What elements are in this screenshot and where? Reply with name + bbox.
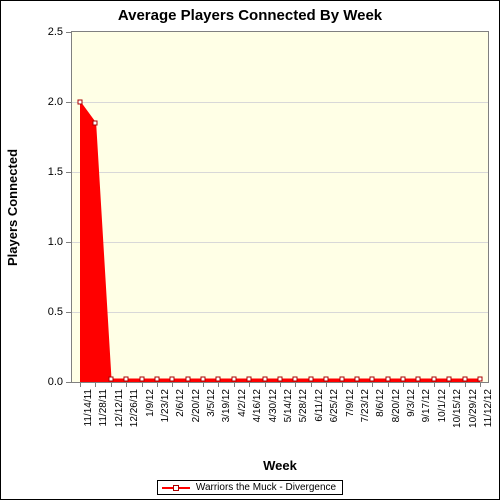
x-tick-label: 8/20/12 xyxy=(391,389,402,422)
x-tick-label: 10/15/12 xyxy=(452,389,463,428)
data-point-marker xyxy=(431,377,436,382)
data-point-marker xyxy=(78,100,83,105)
data-point-marker xyxy=(247,377,252,382)
legend-swatch xyxy=(162,483,190,493)
data-point-marker xyxy=(278,377,283,382)
data-point-marker xyxy=(201,377,206,382)
legend-item: Warriors the Muck - Divergence xyxy=(157,480,343,495)
x-tick-label: 7/23/12 xyxy=(360,389,371,422)
data-point-marker xyxy=(170,377,175,382)
x-tick-label: 4/30/12 xyxy=(268,389,279,422)
data-point-marker xyxy=(216,377,221,382)
legend: Warriors the Muck - Divergence xyxy=(1,480,499,495)
x-tick-label: 8/6/12 xyxy=(375,389,386,417)
data-point-marker xyxy=(401,377,406,382)
x-tick-label: 3/5/12 xyxy=(206,389,217,417)
data-point-marker xyxy=(293,377,298,382)
x-tick-label: 1/23/12 xyxy=(160,389,171,422)
x-tick-label: 4/16/12 xyxy=(252,389,263,422)
x-tick-label: 3/19/12 xyxy=(221,389,232,422)
x-tick-label: 10/1/12 xyxy=(437,389,448,422)
x-tick-label: 5/14/12 xyxy=(283,389,294,422)
x-tick-label: 2/20/12 xyxy=(191,389,202,422)
data-point-marker xyxy=(154,377,159,382)
legend-marker-icon xyxy=(173,485,179,491)
chart-title: Average Players Connected By Week xyxy=(1,7,499,24)
x-tick-label: 9/3/12 xyxy=(406,389,417,417)
data-point-marker xyxy=(370,377,375,382)
plot-area xyxy=(71,31,489,383)
x-tick-label: 7/9/12 xyxy=(345,389,356,417)
x-axis-label: Week xyxy=(71,458,489,473)
x-tick-label: 6/11/12 xyxy=(314,389,325,422)
data-point-marker xyxy=(478,377,483,382)
x-tick-label: 5/28/12 xyxy=(298,389,309,422)
data-point-marker xyxy=(185,377,190,382)
data-point-marker xyxy=(93,121,98,126)
legend-label: Warriors the Muck - Divergence xyxy=(196,482,336,493)
x-axis-ticks: 11/14/11 11/28/11 12/12/11 12/26/11 1/9/12 1/… xyxy=(71,383,489,453)
x-tick-label: 10/29/12 xyxy=(468,389,479,428)
x-tick-label: 12/26/11 xyxy=(129,389,140,427)
y-tick-label: 1.0 xyxy=(48,236,63,248)
x-tick-label: 4/2/12 xyxy=(237,389,248,417)
data-point-marker xyxy=(308,377,313,382)
y-tick-label: 2.0 xyxy=(48,96,63,108)
data-point-marker xyxy=(108,377,113,382)
data-point-marker xyxy=(354,377,359,382)
data-point-marker xyxy=(139,377,144,382)
x-tick-label: 2/6/12 xyxy=(175,389,186,417)
x-tick-label: 1/9/12 xyxy=(145,389,156,417)
data-point-marker xyxy=(416,377,421,382)
data-point-marker xyxy=(324,377,329,382)
x-tick-label: 12/12/11 xyxy=(114,389,125,427)
x-tick-label: 11/12/12 xyxy=(483,389,494,427)
data-point-marker xyxy=(339,377,344,382)
data-point-marker xyxy=(385,377,390,382)
x-tick-label: 6/25/12 xyxy=(329,389,340,422)
x-tick-label: 9/17/12 xyxy=(421,389,432,422)
data-point-marker xyxy=(124,377,129,382)
data-point-marker xyxy=(231,377,236,382)
data-point-marker xyxy=(447,377,452,382)
y-tick-label: 0.5 xyxy=(48,306,63,318)
y-axis-ticks: 0.00.51.01.52.02.5 xyxy=(1,31,71,383)
data-point-marker xyxy=(462,377,467,382)
data-point-marker xyxy=(262,377,267,382)
chart-frame: Average Players Connected By Week Player… xyxy=(0,0,500,500)
x-tick-label: 11/28/11 xyxy=(98,389,109,426)
y-tick-label: 2.5 xyxy=(48,26,63,38)
series-markers xyxy=(72,32,488,382)
y-tick-label: 1.5 xyxy=(48,166,63,178)
x-tick-label: 11/14/11 xyxy=(83,389,94,426)
y-tick-label: 0.0 xyxy=(48,376,63,388)
